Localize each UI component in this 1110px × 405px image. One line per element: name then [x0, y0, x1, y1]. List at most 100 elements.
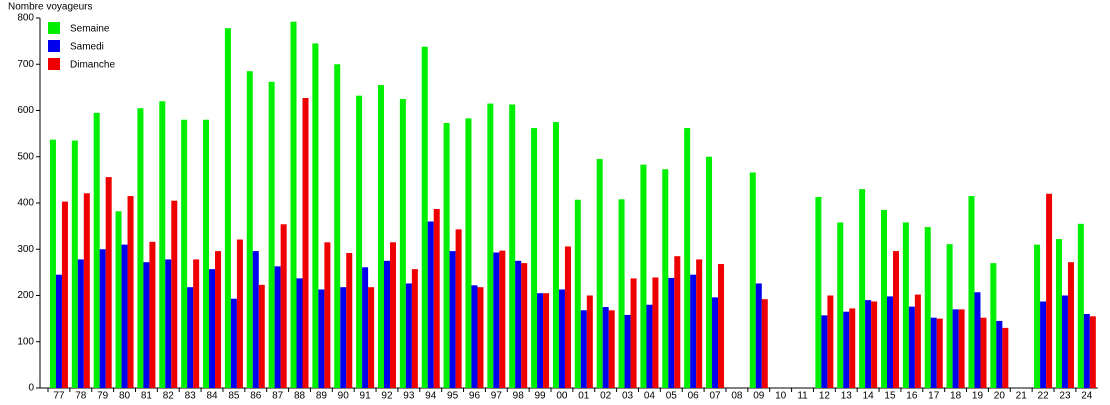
- x-tick-label: 00: [556, 391, 568, 400]
- bar: [61, 201, 68, 388]
- y-tick-label: 100: [17, 336, 34, 347]
- x-tick-label: 99: [535, 391, 547, 400]
- bar: [340, 287, 347, 388]
- bar: [290, 21, 297, 388]
- bar: [624, 314, 631, 388]
- bar: [908, 306, 915, 388]
- x-tick-label: 78: [75, 391, 87, 400]
- legend-label: Semaine: [70, 24, 110, 35]
- bar: [952, 309, 959, 388]
- bar: [865, 300, 872, 388]
- legend-label: Dimanche: [70, 60, 115, 71]
- bar: [127, 196, 134, 388]
- x-tick-label: 84: [206, 391, 218, 400]
- bar: [990, 263, 997, 388]
- bar: [362, 267, 369, 388]
- x-tick-label: 21: [1016, 391, 1028, 400]
- x-tick-label: 96: [469, 391, 481, 400]
- bar: [389, 242, 396, 388]
- x-tick-label: 16: [906, 391, 918, 400]
- bar: [946, 244, 953, 388]
- bar: [608, 310, 615, 388]
- bar: [93, 112, 100, 388]
- bar: [859, 189, 866, 388]
- bar: [1055, 239, 1062, 388]
- x-tick-label: 92: [381, 391, 393, 400]
- bar: [465, 118, 472, 389]
- x-tick-label: 81: [141, 391, 153, 400]
- bar: [936, 318, 943, 388]
- x-tick-label: 94: [425, 391, 437, 400]
- bar: [411, 269, 418, 388]
- bar: [515, 260, 522, 388]
- x-tick-label: 98: [513, 391, 525, 400]
- legend-swatch: [48, 22, 60, 34]
- bar: [521, 263, 528, 388]
- bar: [968, 196, 975, 388]
- bar: [499, 250, 506, 388]
- x-tick-label: 80: [119, 391, 131, 400]
- bar: [246, 71, 253, 388]
- bar: [1083, 314, 1090, 388]
- x-tick-label: 83: [185, 391, 197, 400]
- x-tick-label: 02: [600, 391, 612, 400]
- bar: [543, 293, 550, 388]
- bar: [268, 81, 275, 388]
- bar: [586, 295, 593, 388]
- bar: [843, 311, 850, 388]
- bar: [930, 317, 937, 388]
- x-tick-label: 13: [841, 391, 853, 400]
- bar: [443, 122, 450, 389]
- x-tick-label: 86: [250, 391, 262, 400]
- bar: [668, 277, 675, 388]
- bar: [181, 119, 188, 388]
- x-tick-label: 90: [338, 391, 350, 400]
- bar: [886, 296, 893, 388]
- bar: [1061, 295, 1068, 388]
- x-tick-label: 11: [797, 391, 808, 400]
- x-tick-label: 20: [994, 391, 1006, 400]
- x-tick-label: 18: [950, 391, 962, 400]
- bar: [171, 200, 178, 388]
- bar: [684, 128, 691, 388]
- x-tick-label: 03: [622, 391, 634, 400]
- bar: [815, 196, 822, 388]
- bar: [318, 289, 325, 388]
- bar: [493, 252, 500, 388]
- bar: [368, 287, 375, 388]
- y-tick-label: 0: [28, 383, 34, 394]
- bar: [996, 320, 1003, 388]
- legend-swatch: [48, 58, 60, 70]
- bar: [755, 283, 762, 388]
- bar: [749, 172, 756, 388]
- bar: [880, 209, 887, 388]
- bar: [706, 156, 713, 388]
- bar: [280, 224, 287, 388]
- x-tick-label: 85: [228, 391, 240, 400]
- bar: [399, 98, 406, 388]
- bar: [433, 209, 440, 388]
- bar: [537, 293, 544, 388]
- x-tick-label: 06: [688, 391, 700, 400]
- x-tick-label: 09: [753, 391, 765, 400]
- bar: [346, 252, 353, 388]
- bar: [209, 269, 216, 388]
- bar: [477, 287, 484, 388]
- bar: [99, 249, 106, 388]
- bar: [652, 277, 659, 388]
- x-tick-label: 14: [863, 391, 875, 400]
- bar: [552, 122, 559, 388]
- x-tick-label: 17: [928, 391, 940, 400]
- bar: [356, 95, 363, 388]
- bar: [914, 294, 921, 388]
- bar: [455, 229, 462, 388]
- bar: [405, 283, 412, 388]
- bar: [296, 278, 303, 388]
- bar: [165, 259, 172, 388]
- bar: [77, 259, 84, 388]
- bar: [224, 28, 231, 389]
- bar: [958, 309, 965, 388]
- x-tick-label: 10: [775, 391, 787, 400]
- bar: [427, 221, 434, 388]
- bar: [509, 104, 516, 389]
